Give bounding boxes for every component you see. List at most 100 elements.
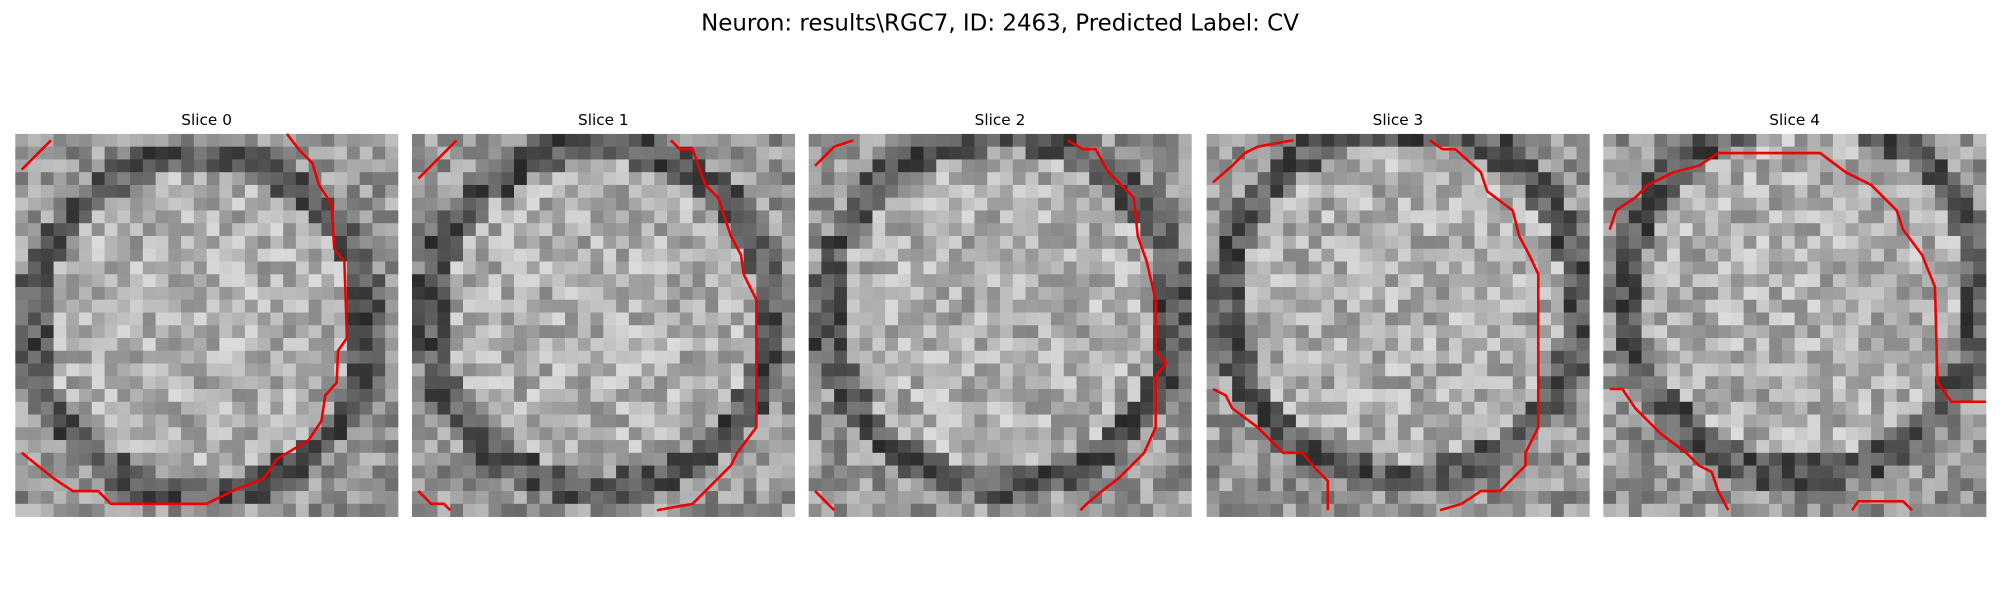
pixel	[1832, 350, 1847, 364]
pixel	[1295, 491, 1310, 505]
pixel	[821, 338, 835, 352]
pixel	[705, 133, 719, 148]
pixel	[1244, 350, 1259, 364]
pixel	[769, 389, 783, 403]
pixel	[1372, 235, 1386, 250]
pixel	[1051, 503, 1065, 517]
pixel	[948, 440, 963, 454]
pixel	[628, 338, 642, 352]
pixel	[155, 465, 169, 479]
pixel	[514, 491, 528, 505]
pixel	[346, 223, 361, 237]
pixel	[385, 274, 399, 288]
pixel	[1308, 503, 1322, 517]
pixel	[1525, 172, 1539, 186]
pixel	[1012, 338, 1026, 352]
pixel	[1756, 197, 1770, 211]
pixel	[1641, 389, 1655, 403]
pixel	[1832, 389, 1847, 403]
pixel	[475, 478, 489, 492]
pixel	[1012, 389, 1026, 403]
pixel	[936, 401, 950, 415]
pixel	[168, 133, 182, 148]
pixel	[1512, 312, 1526, 326]
pixel	[1832, 248, 1847, 262]
pixel	[1883, 172, 1898, 186]
pixel	[437, 286, 451, 301]
pixel	[1525, 223, 1539, 237]
pixel	[501, 465, 515, 479]
pixel	[539, 146, 553, 160]
pixel	[1832, 146, 1847, 160]
pixel	[1756, 363, 1770, 377]
pixel	[834, 401, 848, 415]
pixel	[1000, 440, 1014, 454]
pixel	[1500, 350, 1514, 364]
pixel	[411, 274, 426, 288]
pixel	[1563, 274, 1577, 288]
pixel	[654, 414, 668, 428]
pixel	[961, 274, 975, 288]
pixel	[117, 465, 131, 479]
pixel	[1730, 223, 1745, 237]
pixel	[244, 261, 259, 275]
pixel	[1858, 312, 1872, 326]
pixel	[1397, 363, 1412, 377]
pixel	[987, 197, 1001, 211]
pixel	[1551, 261, 1565, 275]
pixel	[730, 133, 745, 148]
pixel	[1641, 197, 1655, 211]
pixel	[756, 235, 770, 250]
pixel	[936, 172, 950, 186]
pixel	[1051, 197, 1065, 211]
pixel	[1257, 414, 1271, 428]
pixel	[1025, 133, 1039, 148]
pixel	[781, 427, 796, 441]
pixel	[1858, 184, 1872, 199]
pixel	[526, 261, 540, 275]
pixel	[437, 312, 451, 326]
pixel	[1448, 363, 1463, 377]
pixel	[1730, 184, 1745, 199]
pixel	[1871, 350, 1885, 364]
pixel	[91, 414, 105, 428]
pixel	[15, 452, 29, 466]
pixel	[1487, 338, 1501, 352]
pixel	[1321, 184, 1335, 199]
pixel	[1845, 350, 1859, 364]
pixel	[15, 184, 29, 199]
pixel	[961, 325, 975, 339]
pixel	[1165, 274, 1179, 288]
pixel	[1448, 325, 1463, 339]
pixel	[1705, 440, 1719, 454]
pixel	[1563, 503, 1577, 517]
pixel	[1667, 248, 1681, 262]
pixel	[1448, 465, 1463, 479]
pixel	[411, 133, 426, 148]
pixel	[1127, 274, 1141, 288]
pixel	[1244, 503, 1259, 517]
pixel	[1063, 478, 1077, 492]
pixel	[590, 235, 604, 250]
pixel	[1718, 235, 1732, 250]
pixel	[1973, 312, 1987, 326]
pixel	[321, 312, 335, 326]
pixel	[130, 235, 144, 250]
pixel	[1283, 261, 1297, 275]
pixel	[692, 325, 706, 339]
pixel	[1960, 414, 1974, 428]
pixel	[821, 376, 835, 390]
pixel	[526, 478, 540, 492]
pixel	[117, 478, 131, 492]
pixel	[1909, 286, 1923, 301]
pixel	[552, 274, 566, 288]
pixel	[987, 235, 1001, 250]
pixel	[897, 299, 912, 313]
pixel	[168, 465, 182, 479]
pixel	[616, 210, 630, 224]
pixel	[1385, 503, 1399, 517]
pixel	[475, 325, 489, 339]
pixel	[654, 286, 668, 301]
pixel	[359, 325, 373, 339]
pixel	[654, 172, 668, 186]
